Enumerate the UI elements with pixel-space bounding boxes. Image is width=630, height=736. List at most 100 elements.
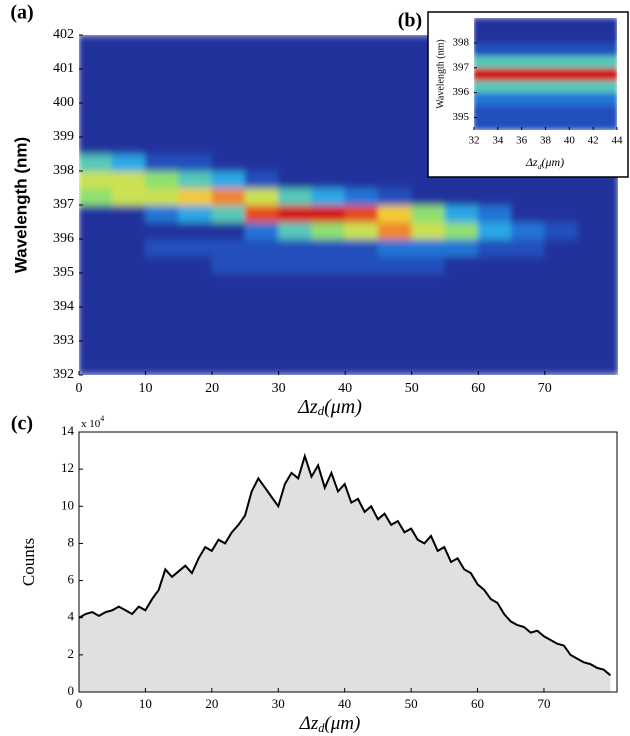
y-tick-label: 402 bbox=[53, 27, 74, 42]
heatmap-cell bbox=[211, 170, 246, 189]
heatmap-cell bbox=[111, 51, 147, 70]
heatmap-cell bbox=[111, 357, 147, 375]
heatmap-cell bbox=[474, 79, 499, 94]
heatmap-cell bbox=[544, 187, 579, 206]
heatmap-cell bbox=[211, 85, 246, 104]
heatmap-cell bbox=[311, 357, 346, 375]
heatmap-cell bbox=[145, 221, 180, 240]
heatmap-cell bbox=[278, 289, 313, 308]
heatmap-cell bbox=[477, 323, 513, 342]
heatmap-cell bbox=[79, 323, 113, 342]
heatmap-cell bbox=[474, 29, 499, 44]
heatmap-cell bbox=[278, 119, 313, 138]
heatmap-cell bbox=[311, 238, 346, 257]
x-tick-label: 50 bbox=[405, 381, 419, 396]
heatmap-cell bbox=[278, 153, 313, 172]
heatmap-cell bbox=[111, 85, 147, 104]
heatmap-cell bbox=[244, 255, 280, 274]
heatmap-cell bbox=[311, 35, 346, 53]
heatmap-cell bbox=[79, 289, 113, 308]
heatmap-cell bbox=[477, 289, 513, 308]
heatmap-cell bbox=[377, 119, 413, 138]
heatmap-cell bbox=[111, 272, 147, 291]
heatmap-cell bbox=[79, 255, 113, 274]
heatmap-cell bbox=[474, 67, 499, 81]
heatmap-cell bbox=[577, 357, 618, 375]
heatmap-cell bbox=[311, 170, 346, 189]
heatmap-cell bbox=[592, 67, 617, 81]
x-axis-label: Δzd(μm) bbox=[297, 396, 362, 418]
heatmap-cell bbox=[344, 357, 379, 375]
heatmap-cell bbox=[244, 238, 280, 257]
heatmap-cell bbox=[211, 357, 246, 375]
y-tick-label: 395 bbox=[453, 111, 470, 123]
heatmap-cell bbox=[592, 54, 617, 69]
x-tick-label: 0 bbox=[76, 696, 83, 711]
heatmap-cell bbox=[244, 35, 280, 53]
heatmap-cell bbox=[244, 289, 280, 308]
x-tick-label: 0 bbox=[76, 381, 83, 396]
heatmap-cell bbox=[411, 306, 446, 325]
heatmap-cell bbox=[278, 51, 313, 70]
heatmap-cell bbox=[311, 272, 346, 291]
heatmap-cell bbox=[511, 323, 546, 342]
x-axis-label-part: Δz bbox=[299, 713, 319, 734]
heatmap-cell bbox=[411, 204, 446, 223]
heatmap-cell bbox=[344, 85, 379, 104]
heatmap-cell bbox=[145, 51, 180, 70]
heatmap-cell bbox=[511, 357, 546, 375]
heatmap-cell bbox=[568, 29, 594, 44]
heatmap-cell bbox=[444, 204, 479, 223]
heatmap-cell bbox=[211, 323, 246, 342]
heatmap-cell bbox=[377, 170, 413, 189]
heatmap-cell bbox=[211, 289, 246, 308]
heatmap-cell bbox=[278, 170, 313, 189]
heatmap-cell bbox=[411, 289, 446, 308]
heatmap-cell bbox=[545, 29, 570, 44]
heatmap-cell bbox=[497, 42, 523, 56]
heatmap-cell bbox=[344, 238, 379, 257]
heatmap-cell bbox=[178, 85, 213, 104]
heatmap-cell bbox=[521, 104, 546, 119]
heatmap-cell bbox=[511, 255, 546, 274]
heatmap-cell bbox=[411, 238, 446, 257]
heatmap-cell bbox=[544, 289, 579, 308]
x-tick-label: 42 bbox=[588, 135, 599, 147]
x-tick-label: 20 bbox=[205, 381, 219, 396]
heatmap-cell bbox=[474, 104, 499, 119]
y-tick-label: 392 bbox=[53, 367, 74, 382]
heatmap bbox=[474, 18, 617, 130]
heatmap-cell bbox=[521, 18, 546, 31]
y-tick-label: 393 bbox=[53, 333, 74, 348]
heatmap-cell bbox=[444, 187, 479, 206]
heatmap-cell bbox=[545, 67, 570, 81]
heatmap-cell bbox=[111, 255, 147, 274]
heatmap-cell bbox=[521, 92, 546, 106]
y-tick-label: 397 bbox=[53, 197, 74, 212]
x-tick-label: 10 bbox=[139, 696, 152, 711]
x-axis-label-part: (μm) bbox=[324, 396, 362, 418]
heatmap-cell bbox=[497, 92, 523, 106]
heatmap-cell bbox=[244, 102, 280, 121]
heatmap-cell bbox=[79, 340, 113, 359]
heatmap-cell bbox=[577, 323, 618, 342]
y-tick-label: 396 bbox=[453, 86, 470, 98]
heatmap-cell bbox=[377, 323, 413, 342]
heatmap-cell bbox=[79, 35, 113, 53]
heatmap-cell bbox=[444, 272, 479, 291]
heatmap-cell bbox=[444, 323, 479, 342]
heatmap-cell bbox=[244, 204, 280, 223]
heatmap-cell bbox=[592, 79, 617, 94]
heatmap-cell bbox=[568, 117, 594, 130]
heatmap-cell bbox=[79, 136, 113, 155]
heatmap-cell bbox=[477, 255, 513, 274]
heatmap-cell bbox=[311, 85, 346, 104]
heatmap-cell bbox=[497, 67, 523, 81]
heatmap-cell bbox=[244, 323, 280, 342]
heatmap-cell bbox=[244, 357, 280, 375]
heatmap-cell bbox=[377, 340, 413, 359]
heatmap-cell bbox=[521, 29, 546, 44]
heatmap-cell bbox=[545, 117, 570, 130]
heatmap-cell bbox=[444, 238, 479, 257]
